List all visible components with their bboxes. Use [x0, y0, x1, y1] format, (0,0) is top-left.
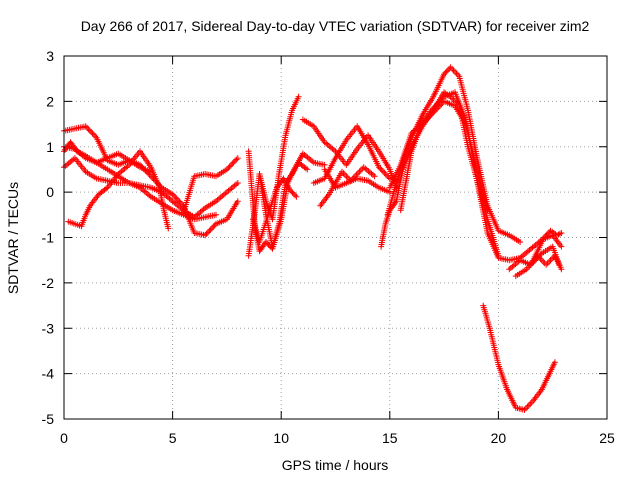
x-tick-label: 25 [599, 430, 615, 446]
y-tick-label: -4 [42, 366, 55, 382]
grid [64, 56, 607, 419]
series-trace-a [61, 123, 241, 239]
data-point-markers [378, 89, 524, 264]
series-trace-l [310, 123, 393, 186]
y-tick-label: -5 [42, 411, 55, 427]
data-point-markers [65, 148, 172, 232]
x-tick-label: 15 [382, 430, 398, 446]
y-axis-label: SDTVAR / TECUs [5, 182, 21, 294]
y-tick-label: 3 [46, 48, 54, 64]
series-trace-o [378, 89, 524, 264]
series-trace-w [480, 302, 558, 413]
series-trace-v [517, 232, 565, 261]
data-point-markers [480, 302, 558, 413]
series-trace-r [397, 89, 502, 259]
series-trace-i [256, 93, 302, 223]
series-trace-n [317, 164, 378, 209]
chart-title: Day 266 of 2017, Sidereal Day-to-day VTE… [81, 18, 590, 34]
series-trace-f [180, 155, 241, 216]
data-point-markers [517, 232, 565, 261]
data-point-markers [317, 164, 378, 209]
x-tick-label: 10 [273, 430, 289, 446]
data-point-markers [250, 175, 300, 245]
y-tick-label: -3 [42, 320, 55, 336]
x-tick-label: 0 [60, 430, 68, 446]
x-tick-label: 20 [491, 430, 507, 446]
y-tick-label: 2 [46, 93, 54, 109]
plot-border [63, 55, 608, 420]
y-tick-label: -1 [42, 230, 55, 246]
y-tick-label: 0 [46, 184, 54, 200]
x-axis-label: GPS time / hours [282, 457, 389, 473]
y-tick-label: -2 [42, 275, 55, 291]
data-point-markers [397, 89, 502, 259]
data-point-markers [310, 123, 393, 186]
data-layer [61, 64, 565, 413]
x-tick-label: 5 [169, 430, 177, 446]
series-trace-j [250, 175, 300, 245]
data-point-markers [256, 93, 302, 223]
series-trace-p [384, 64, 524, 245]
data-point-markers [61, 123, 241, 239]
data-point-markers [180, 155, 241, 216]
y-tick-label: 1 [46, 139, 54, 155]
series-trace-d [65, 148, 172, 232]
axis-ticks: 0 5 10 15 20 25 -5 -4 -3 -2 -1 0 1 2 3 [42, 48, 615, 446]
data-point-markers [384, 64, 524, 245]
